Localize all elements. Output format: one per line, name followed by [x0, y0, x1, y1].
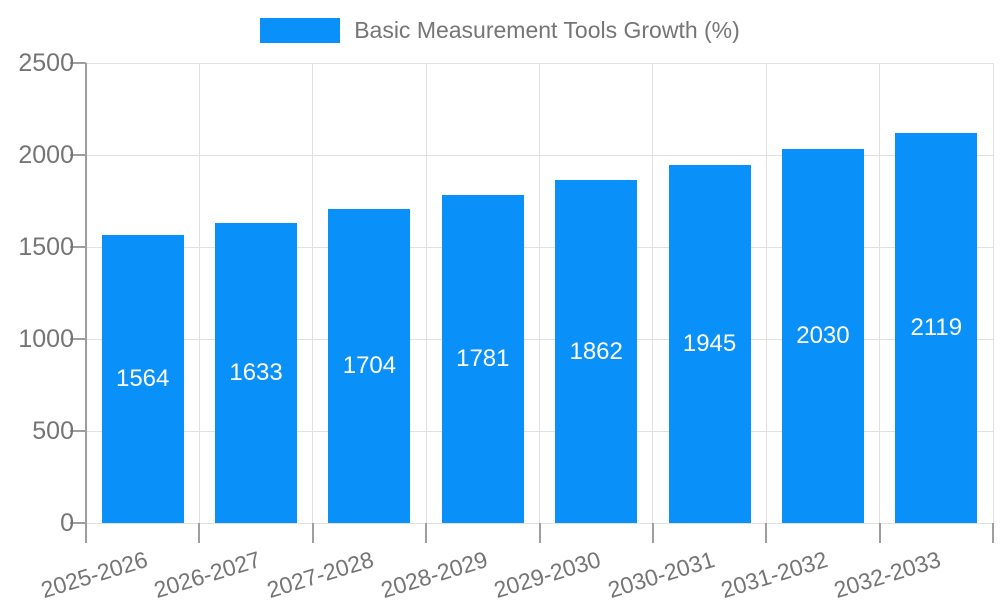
bar-value-label: 1564	[115, 365, 170, 393]
y-axis-tick	[70, 338, 86, 340]
y-axis-tick-label: 500	[32, 417, 74, 445]
x-axis-tick	[765, 523, 768, 543]
legend-label: Basic Measurement Tools Growth (%)	[354, 16, 740, 43]
bar-value-label: 1633	[229, 358, 283, 386]
y-axis-tick	[70, 154, 86, 156]
legend-swatch	[260, 17, 341, 43]
y-axis-tick	[70, 246, 86, 248]
x-axis-tick	[311, 523, 314, 543]
v-gridline	[879, 63, 881, 523]
bar-value-label: 1945	[682, 330, 737, 358]
y-axis-tick	[70, 430, 86, 432]
y-axis-tick-label: 1000	[18, 325, 74, 353]
x-axis-tick	[878, 523, 881, 543]
bar-value-label: 2119	[910, 314, 963, 342]
bar-value-label: 1704	[342, 352, 397, 380]
x-axis-tick	[992, 523, 994, 543]
bar-value-label: 1781	[456, 345, 510, 373]
bar	[895, 133, 978, 523]
x-axis-tick	[425, 523, 428, 543]
chart-legend: Basic Measurement Tools Growth (%)	[0, 14, 1000, 46]
bar	[101, 235, 184, 523]
bar	[555, 180, 638, 523]
v-gridline	[539, 63, 540, 523]
x-axis-tick	[538, 523, 541, 543]
y-axis-tick	[70, 62, 86, 64]
bar	[328, 209, 411, 523]
v-gridline	[425, 63, 427, 523]
bar	[441, 195, 524, 523]
y-axis-tick-label: 2500	[18, 49, 74, 77]
bar-value-label: 1862	[569, 337, 623, 365]
bar	[668, 165, 751, 523]
v-gridline	[312, 63, 314, 523]
v-gridline	[765, 63, 767, 523]
bar	[215, 222, 298, 523]
y-axis-tick-label: 2000	[18, 141, 74, 169]
bar	[781, 149, 864, 523]
x-axis-tick	[651, 523, 654, 543]
x-axis-tick	[198, 523, 201, 543]
y-axis-tick	[70, 522, 86, 524]
y-axis-tick-label: 0	[60, 509, 74, 537]
y-axis-tick-label: 1500	[18, 233, 74, 261]
v-gridline	[652, 63, 654, 523]
bar-value-label: 2030	[796, 322, 850, 350]
y-axis-line	[85, 63, 87, 543]
v-gridline	[992, 63, 994, 523]
v-gridline	[198, 63, 200, 523]
